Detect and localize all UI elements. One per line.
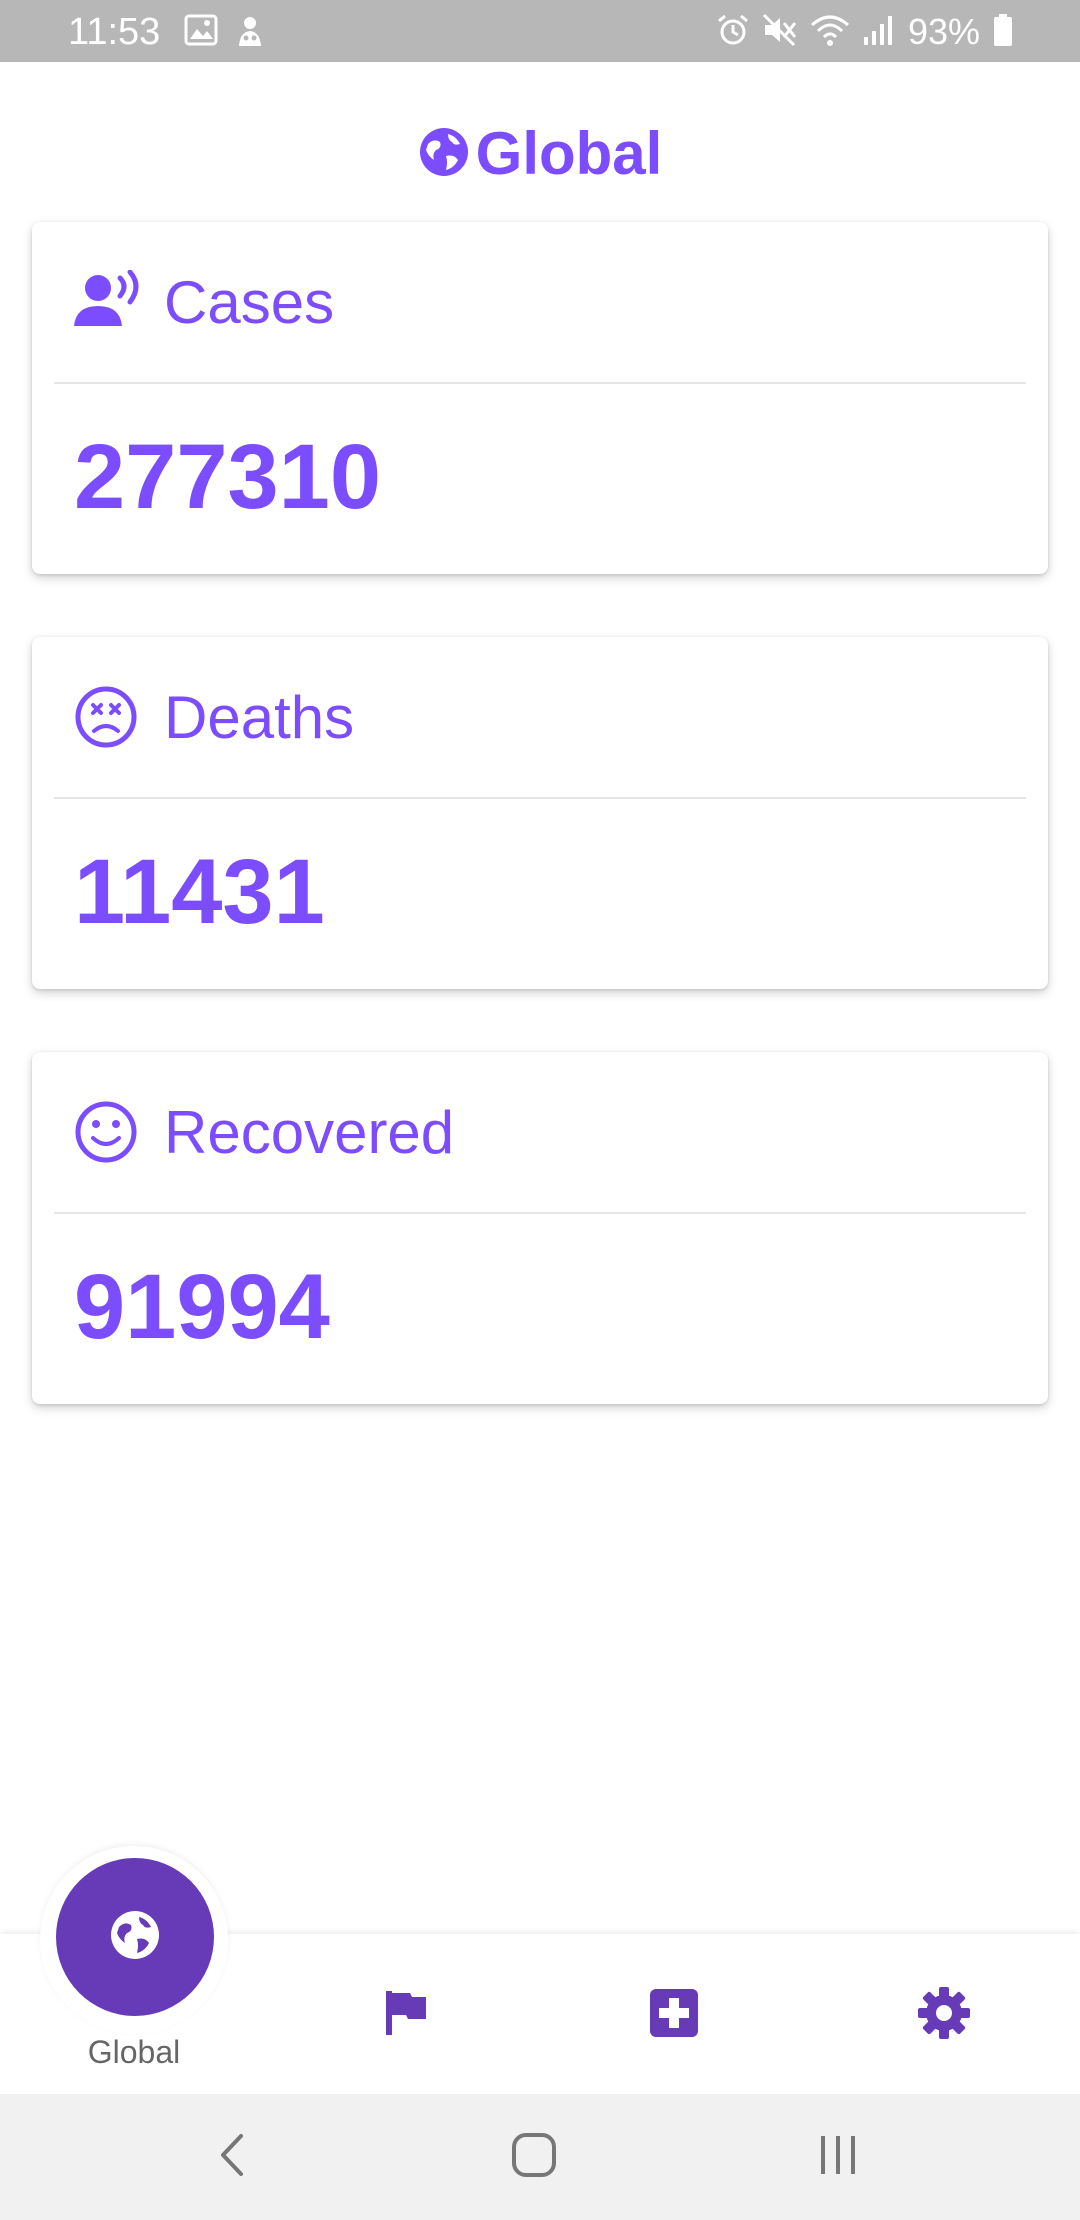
battery-icon (992, 13, 1014, 52)
back-button[interactable] (192, 2124, 272, 2190)
battery-percent: 93% (907, 11, 980, 52)
person-voice-icon (74, 269, 144, 334)
nav-countries-button[interactable] (366, 1980, 446, 2050)
alarm-icon (716, 13, 750, 52)
nav-medical-button[interactable] (634, 1980, 714, 2050)
nav-global-label: Global (87, 2034, 181, 2070)
home-button[interactable] (494, 2124, 574, 2190)
system-navigation-bar (0, 2094, 1080, 2220)
signal-icon (862, 13, 896, 52)
nav-global-button[interactable] (56, 1858, 214, 2016)
cases-label: Cases (164, 269, 335, 336)
back-icon (217, 2132, 247, 2183)
globe-icon (418, 126, 470, 183)
page-title: Global (475, 120, 663, 187)
home-icon (511, 2132, 557, 2183)
deaths-card: Deaths 11431 (32, 637, 1048, 989)
recovered-value: 91994 (74, 1256, 330, 1358)
status-bar: 11:53 (0, 0, 1080, 62)
wifi-icon (810, 13, 850, 52)
smile-face-icon (74, 1100, 144, 1164)
cases-card: Cases 277310 (32, 222, 1048, 574)
recovered-label: Recovered (164, 1099, 455, 1166)
gear-icon (917, 1986, 971, 2045)
deaths-label: Deaths (164, 684, 355, 751)
card-divider (54, 1212, 1026, 1214)
status-time: 11:53 (68, 11, 161, 53)
cases-value: 277310 (74, 426, 381, 528)
nav-settings-button[interactable] (904, 1980, 984, 2050)
card-divider (54, 797, 1026, 799)
mute-icon (762, 13, 798, 52)
flag-icon (384, 1989, 428, 2042)
status-icons: 93% (716, 10, 1014, 54)
recents-icon (817, 2134, 859, 2181)
globe-icon (108, 1908, 162, 1967)
card-divider (54, 382, 1026, 384)
page-header: Global (0, 118, 1080, 190)
app-notification-icon (234, 14, 266, 53)
image-icon (184, 14, 218, 51)
medical-plus-icon (649, 1988, 699, 2043)
recents-button[interactable] (798, 2124, 878, 2190)
deaths-value: 11431 (74, 841, 325, 943)
recovered-card: Recovered 91994 (32, 1052, 1048, 1404)
dizzy-face-icon (74, 685, 144, 749)
